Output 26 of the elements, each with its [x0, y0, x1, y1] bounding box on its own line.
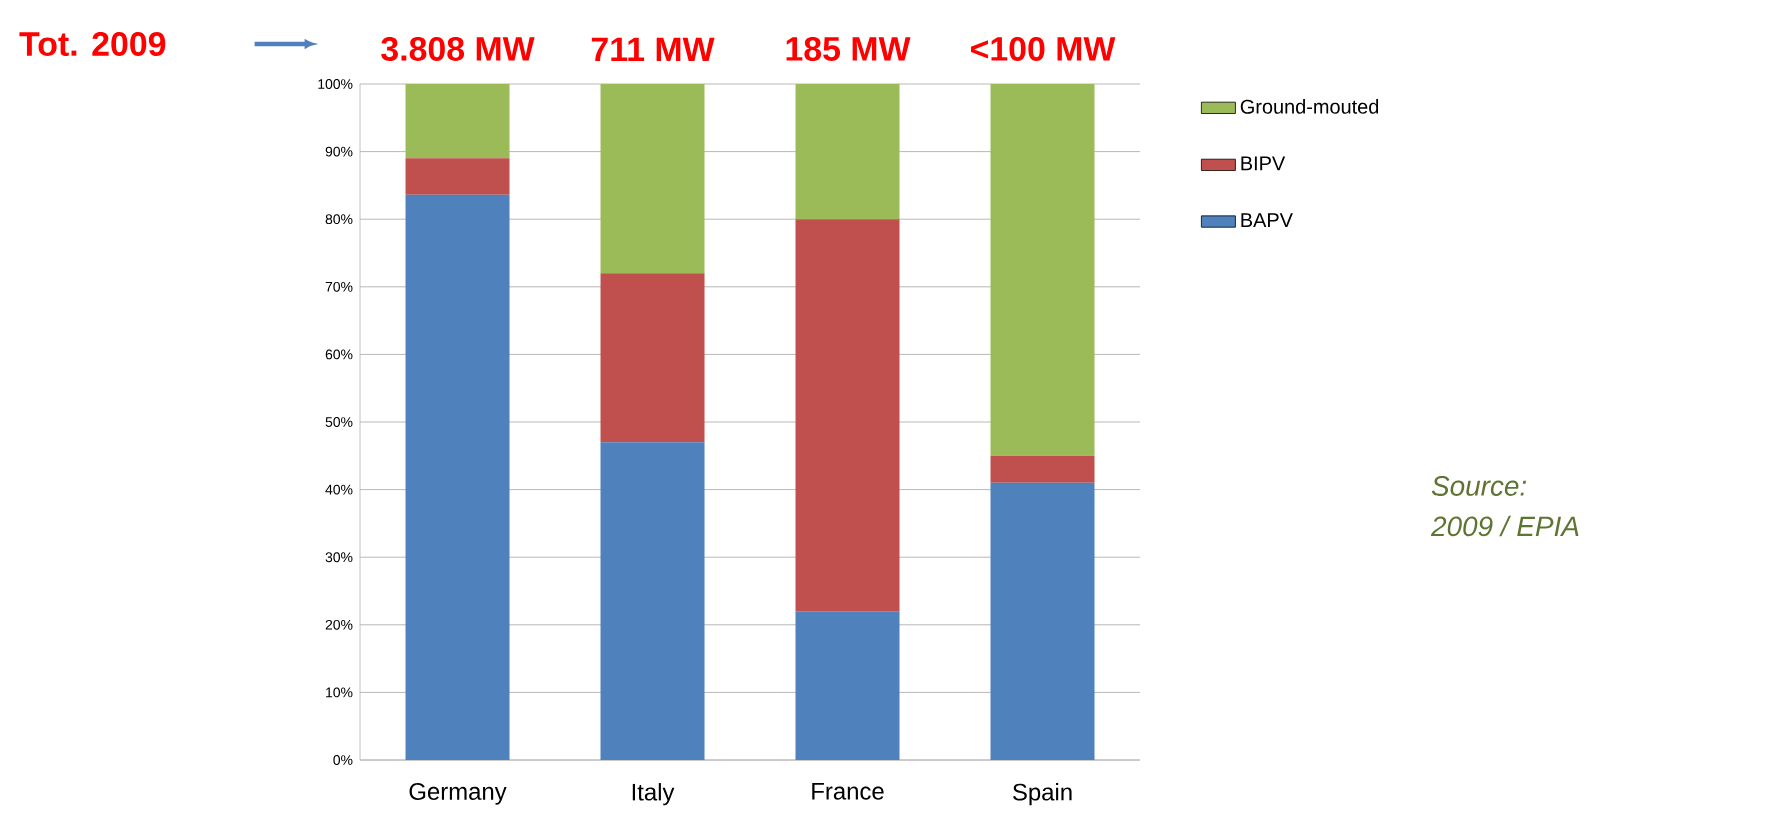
bar	[600, 442, 705, 760]
bar	[990, 83, 1095, 456]
bar	[600, 83, 705, 274]
text: 2009 / EPIA	[1430, 515, 1579, 537]
x-tick-label: Germany	[409, 783, 507, 805]
x-tick-label: Spain	[1013, 783, 1072, 806]
legend-label: BIPV	[1241, 156, 1286, 171]
bar	[990, 455, 1095, 483]
source-note: Source:	[1431, 476, 1527, 496]
x-tick-label: France	[812, 783, 884, 800]
bar	[990, 482, 1095, 760]
bar	[795, 219, 900, 612]
bar	[600, 273, 705, 443]
legend-label: Ground-mouted	[1240, 99, 1379, 114]
bar	[405, 194, 510, 760]
bar	[795, 611, 900, 760]
bar	[795, 83, 900, 220]
bar	[405, 83, 510, 159]
annotation: <100 MW	[971, 36, 1116, 61]
legend-label: BAPV	[1241, 213, 1293, 227]
x-tick-label: Italy	[632, 783, 675, 806]
bar	[405, 158, 510, 195]
annotation: 185 MW	[786, 36, 911, 61]
text: Tot. 2009	[19, 32, 166, 56]
annotation: 3.808 MW	[381, 36, 535, 61]
annotation: 711 MW	[591, 37, 715, 61]
